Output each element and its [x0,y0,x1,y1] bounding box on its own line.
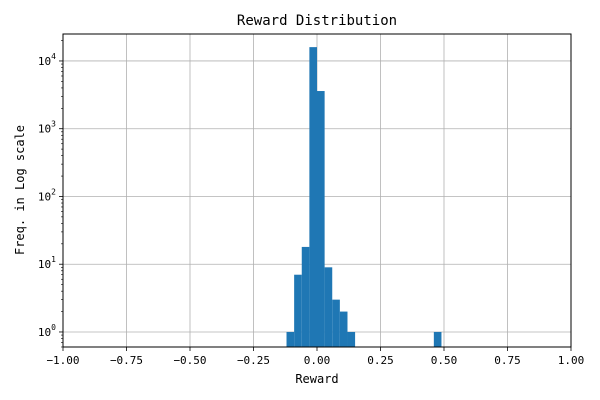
y-tick-label: 100 [38,323,56,339]
x-tick-label: −0.50 [173,354,206,367]
histogram-bar [347,331,356,347]
y-axis-label: Freq. in Log scale [13,125,27,255]
x-axis: −1.00 −0.75 −0.50 −0.25 0.00 0.25 0.50 0.75 1.00 [46,347,584,367]
bars [286,47,442,347]
histogram-bar [286,331,295,347]
y-tick-label: 102 [38,187,56,203]
x-tick-label: 0.50 [431,354,458,367]
chart-title: Reward Distribution [237,13,397,29]
histogram-bar [332,299,340,347]
x-tick-label: 1.00 [558,354,585,367]
x-tick-label: 0.75 [494,354,521,367]
histogram-bar [309,47,317,347]
x-tick-label: −0.25 [237,354,270,367]
histogram-bar [433,331,442,347]
histogram-bar [324,267,333,347]
histogram-bar [317,91,325,347]
histogram-bar [294,274,302,347]
y-tick-label: 104 [38,52,56,68]
y-tick-label: 101 [38,255,56,271]
y-tick-label: 103 [38,120,56,136]
x-axis-label: Reward [295,372,338,386]
x-tick-label: −0.75 [110,354,143,367]
x-tick-label: 0.00 [304,354,331,367]
x-tick-label: 0.25 [367,354,394,367]
x-tick-label: −1.00 [46,354,79,367]
histogram-bar [339,311,348,347]
histogram-bar [301,246,310,347]
y-axis: 100 101 102 103 104 [38,40,63,348]
